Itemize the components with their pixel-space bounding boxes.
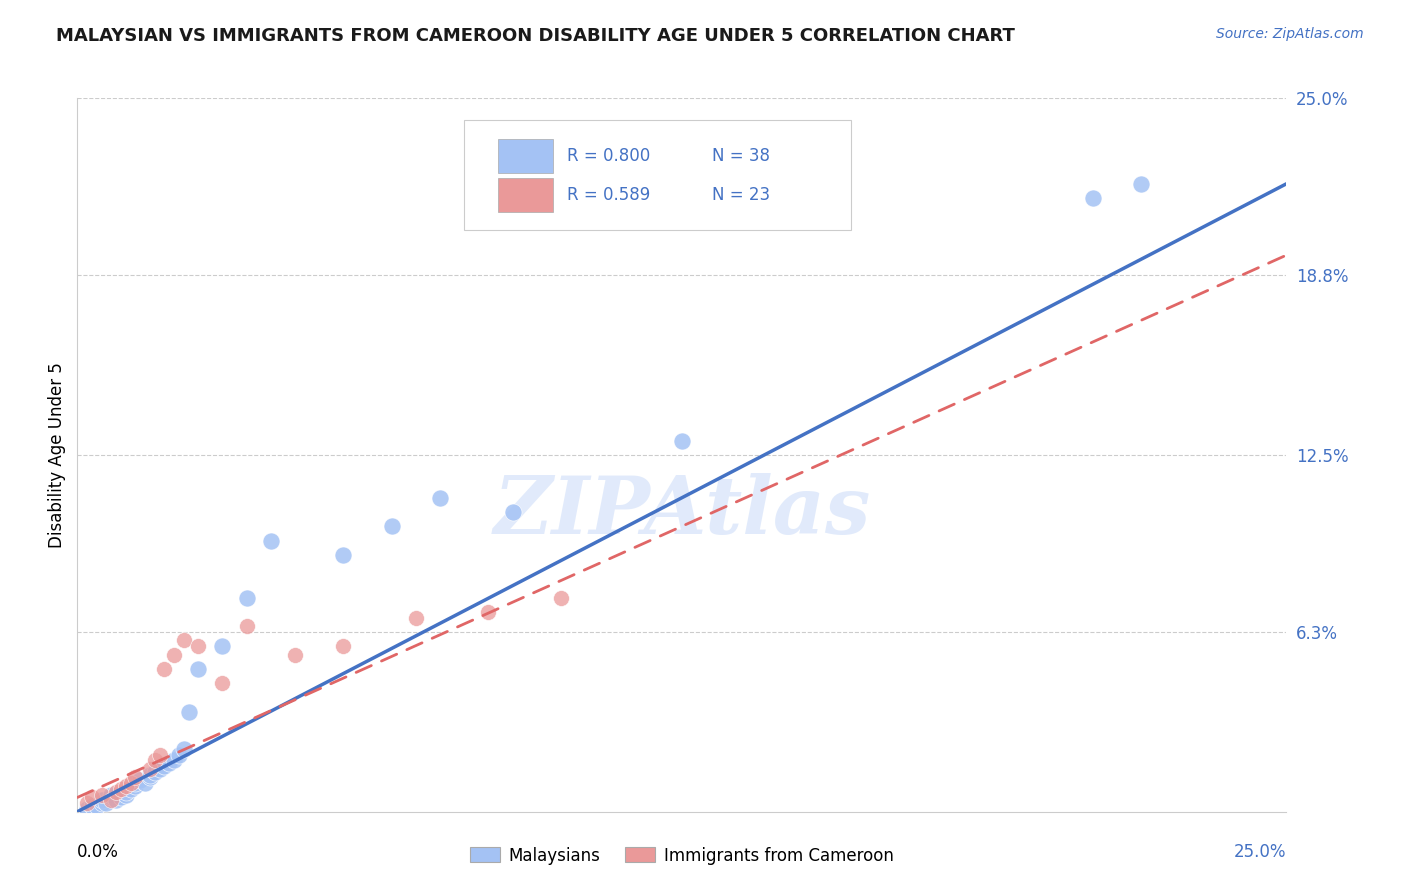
- Point: [1081, 191, 1104, 205]
- Point: [76, 796, 98, 810]
- Point: [139, 767, 162, 781]
- Point: [235, 591, 257, 605]
- Point: [173, 742, 195, 756]
- Text: MALAYSIAN VS IMMIGRANTS FROM CAMEROON DISABILITY AGE UNDER 5 CORRELATION CHART: MALAYSIAN VS IMMIGRANTS FROM CAMEROON DI…: [56, 27, 1015, 45]
- Text: R = 0.800: R = 0.800: [567, 147, 651, 165]
- Point: [124, 776, 146, 790]
- Point: [381, 519, 404, 533]
- Point: [90, 793, 112, 807]
- Point: [187, 639, 209, 653]
- Point: [148, 747, 170, 762]
- Text: R = 0.589: R = 0.589: [567, 186, 651, 204]
- Point: [120, 781, 142, 796]
- Point: [105, 785, 128, 799]
- Text: 25.0%: 25.0%: [1234, 843, 1286, 861]
- Text: N = 23: N = 23: [713, 186, 770, 204]
- Legend: Malaysians, Immigrants from Cameroon: Malaysians, Immigrants from Cameroon: [464, 840, 900, 871]
- Point: [405, 610, 427, 624]
- Point: [1130, 177, 1153, 191]
- Text: ZIPAtlas: ZIPAtlas: [494, 474, 870, 550]
- Point: [139, 771, 162, 785]
- Point: [550, 591, 572, 605]
- Point: [157, 756, 180, 771]
- Point: [163, 648, 186, 662]
- Point: [100, 788, 122, 802]
- Point: [114, 788, 136, 802]
- Point: [90, 788, 112, 802]
- Point: [114, 779, 136, 793]
- Point: [110, 790, 132, 805]
- Point: [114, 785, 136, 799]
- Point: [143, 764, 166, 779]
- Point: [124, 779, 146, 793]
- Text: 0.0%: 0.0%: [77, 843, 120, 861]
- Point: [173, 633, 195, 648]
- Point: [332, 548, 354, 562]
- Point: [477, 605, 499, 619]
- Point: [187, 662, 209, 676]
- FancyBboxPatch shape: [498, 139, 553, 173]
- Point: [96, 796, 118, 810]
- Point: [110, 781, 132, 796]
- Point: [148, 762, 170, 776]
- Point: [167, 747, 190, 762]
- Point: [80, 790, 103, 805]
- Point: [139, 762, 162, 776]
- Point: [129, 773, 152, 788]
- Point: [211, 676, 233, 690]
- FancyBboxPatch shape: [498, 178, 553, 212]
- Point: [124, 771, 146, 785]
- Point: [211, 639, 233, 653]
- Point: [671, 434, 693, 448]
- Point: [163, 753, 186, 767]
- Point: [120, 776, 142, 790]
- Point: [100, 793, 122, 807]
- Point: [153, 759, 176, 773]
- Point: [235, 619, 257, 633]
- Point: [86, 799, 108, 814]
- FancyBboxPatch shape: [464, 120, 851, 230]
- Point: [90, 796, 112, 810]
- Point: [143, 753, 166, 767]
- Point: [332, 639, 354, 653]
- Point: [80, 799, 103, 814]
- Point: [105, 793, 128, 807]
- Point: [260, 533, 283, 548]
- Point: [284, 648, 307, 662]
- Text: N = 38: N = 38: [713, 147, 770, 165]
- Point: [134, 776, 156, 790]
- Point: [153, 662, 176, 676]
- Text: Source: ZipAtlas.com: Source: ZipAtlas.com: [1216, 27, 1364, 41]
- Point: [76, 802, 98, 816]
- Point: [429, 491, 451, 505]
- Y-axis label: Disability Age Under 5: Disability Age Under 5: [48, 362, 66, 548]
- Point: [177, 705, 200, 719]
- Point: [502, 505, 524, 519]
- Point: [100, 790, 122, 805]
